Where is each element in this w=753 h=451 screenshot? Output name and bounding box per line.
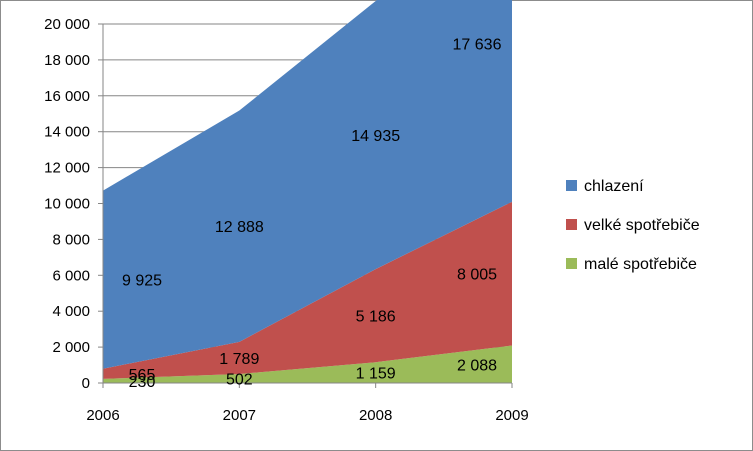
y-tick-label: 0 [82, 375, 90, 392]
y-tick-label: 12 000 [44, 160, 90, 177]
data-label: 1 789 [219, 351, 259, 368]
y-tick-label: 2 000 [52, 339, 90, 356]
data-label: 230 [129, 374, 156, 391]
x-tick-label: 2009 [495, 407, 528, 424]
data-label: 8 005 [457, 267, 497, 284]
y-tick-label: 8 000 [52, 231, 90, 248]
y-tick-label: 6 000 [52, 267, 90, 284]
data-label: 5 186 [356, 309, 396, 326]
x-tick-label: 2007 [223, 407, 256, 424]
data-label: 565 [129, 367, 156, 384]
area-velké-spotřebiče [103, 201, 512, 379]
data-label: 9 925 [122, 273, 162, 290]
data-label: 14 935 [351, 128, 400, 145]
y-tick-label: 16 000 [44, 88, 90, 105]
legend-swatch [566, 180, 577, 191]
legend-swatch [566, 219, 577, 230]
data-label: 12 888 [215, 219, 264, 236]
area-malé-spotřebiče [103, 345, 512, 383]
data-label: 17 636 [453, 37, 502, 54]
data-label: 1 159 [356, 366, 396, 383]
x-tick-label: 2008 [359, 407, 392, 424]
y-tick-label: 20 000 [44, 16, 90, 33]
legend-label: malé spotřebiče [584, 256, 697, 273]
y-tick-label: 10 000 [44, 196, 90, 213]
y-tick-label: 4 000 [52, 303, 90, 320]
legend-label: velké spotřebiče [584, 217, 700, 234]
x-tick-label: 2006 [86, 407, 119, 424]
y-tick-label: 14 000 [44, 124, 90, 141]
data-label: 2 088 [457, 357, 497, 374]
area-chlazení [103, 0, 512, 369]
legend-swatch [566, 258, 577, 269]
legend-label: chlazení [584, 178, 644, 195]
data-label: 502 [226, 371, 253, 388]
y-tick-label: 18 000 [44, 52, 90, 69]
